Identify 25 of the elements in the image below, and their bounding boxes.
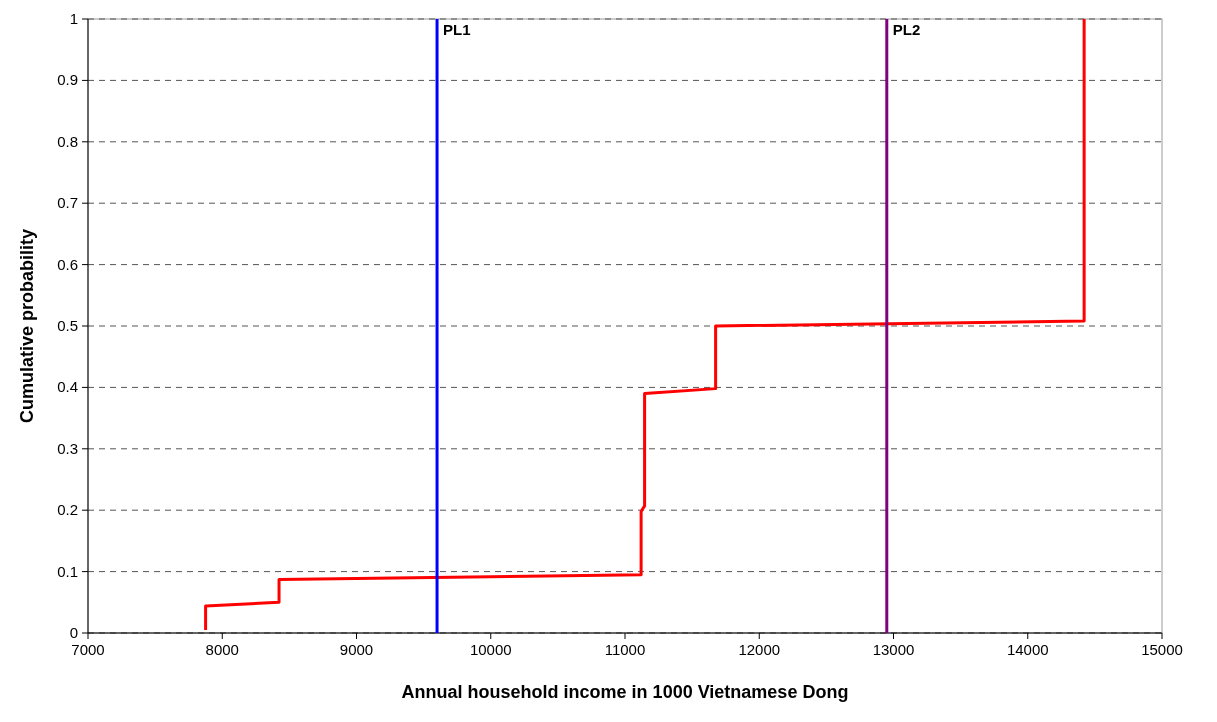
y-tick-label: 0.2 bbox=[57, 501, 78, 519]
y-tick-label: 1 bbox=[69, 10, 78, 27]
y-axis-title: Cumulative probability bbox=[17, 228, 37, 424]
x-tick-label: 15000 bbox=[1141, 641, 1183, 658]
x-tick-label: 12000 bbox=[738, 641, 781, 658]
y-tick-label: 0.3 bbox=[57, 439, 78, 457]
x-tick-label: 8000 bbox=[205, 641, 239, 658]
x-tick-label: 13000 bbox=[872, 641, 915, 658]
ref-line-label: PL1 bbox=[443, 21, 471, 38]
y-tick-label: 0.7 bbox=[57, 194, 78, 212]
y-tick-label: 0.6 bbox=[57, 255, 78, 273]
y-tick-label: 0.8 bbox=[57, 132, 78, 150]
y-tick-label: 0.4 bbox=[57, 378, 78, 396]
x-tick-label: 7000 bbox=[71, 641, 105, 658]
y-tick-label: 0 bbox=[69, 624, 78, 641]
ref-line-label: PL2 bbox=[892, 21, 921, 38]
x-tick-label: 11000 bbox=[604, 641, 646, 658]
y-tick-label: 0.9 bbox=[57, 71, 78, 89]
y-tick-label: 0.1 bbox=[57, 562, 78, 580]
y-tick-label: 0.5 bbox=[57, 317, 78, 334]
x-axis-title: Annual household income in 1000 Vietnamese Dong bbox=[401, 682, 849, 702]
x-tick-label: 10000 bbox=[469, 641, 512, 658]
line-series bbox=[204, 17, 1086, 632]
x-tick-label: 9000 bbox=[339, 641, 374, 658]
x-tick-label: 14000 bbox=[1006, 641, 1049, 658]
